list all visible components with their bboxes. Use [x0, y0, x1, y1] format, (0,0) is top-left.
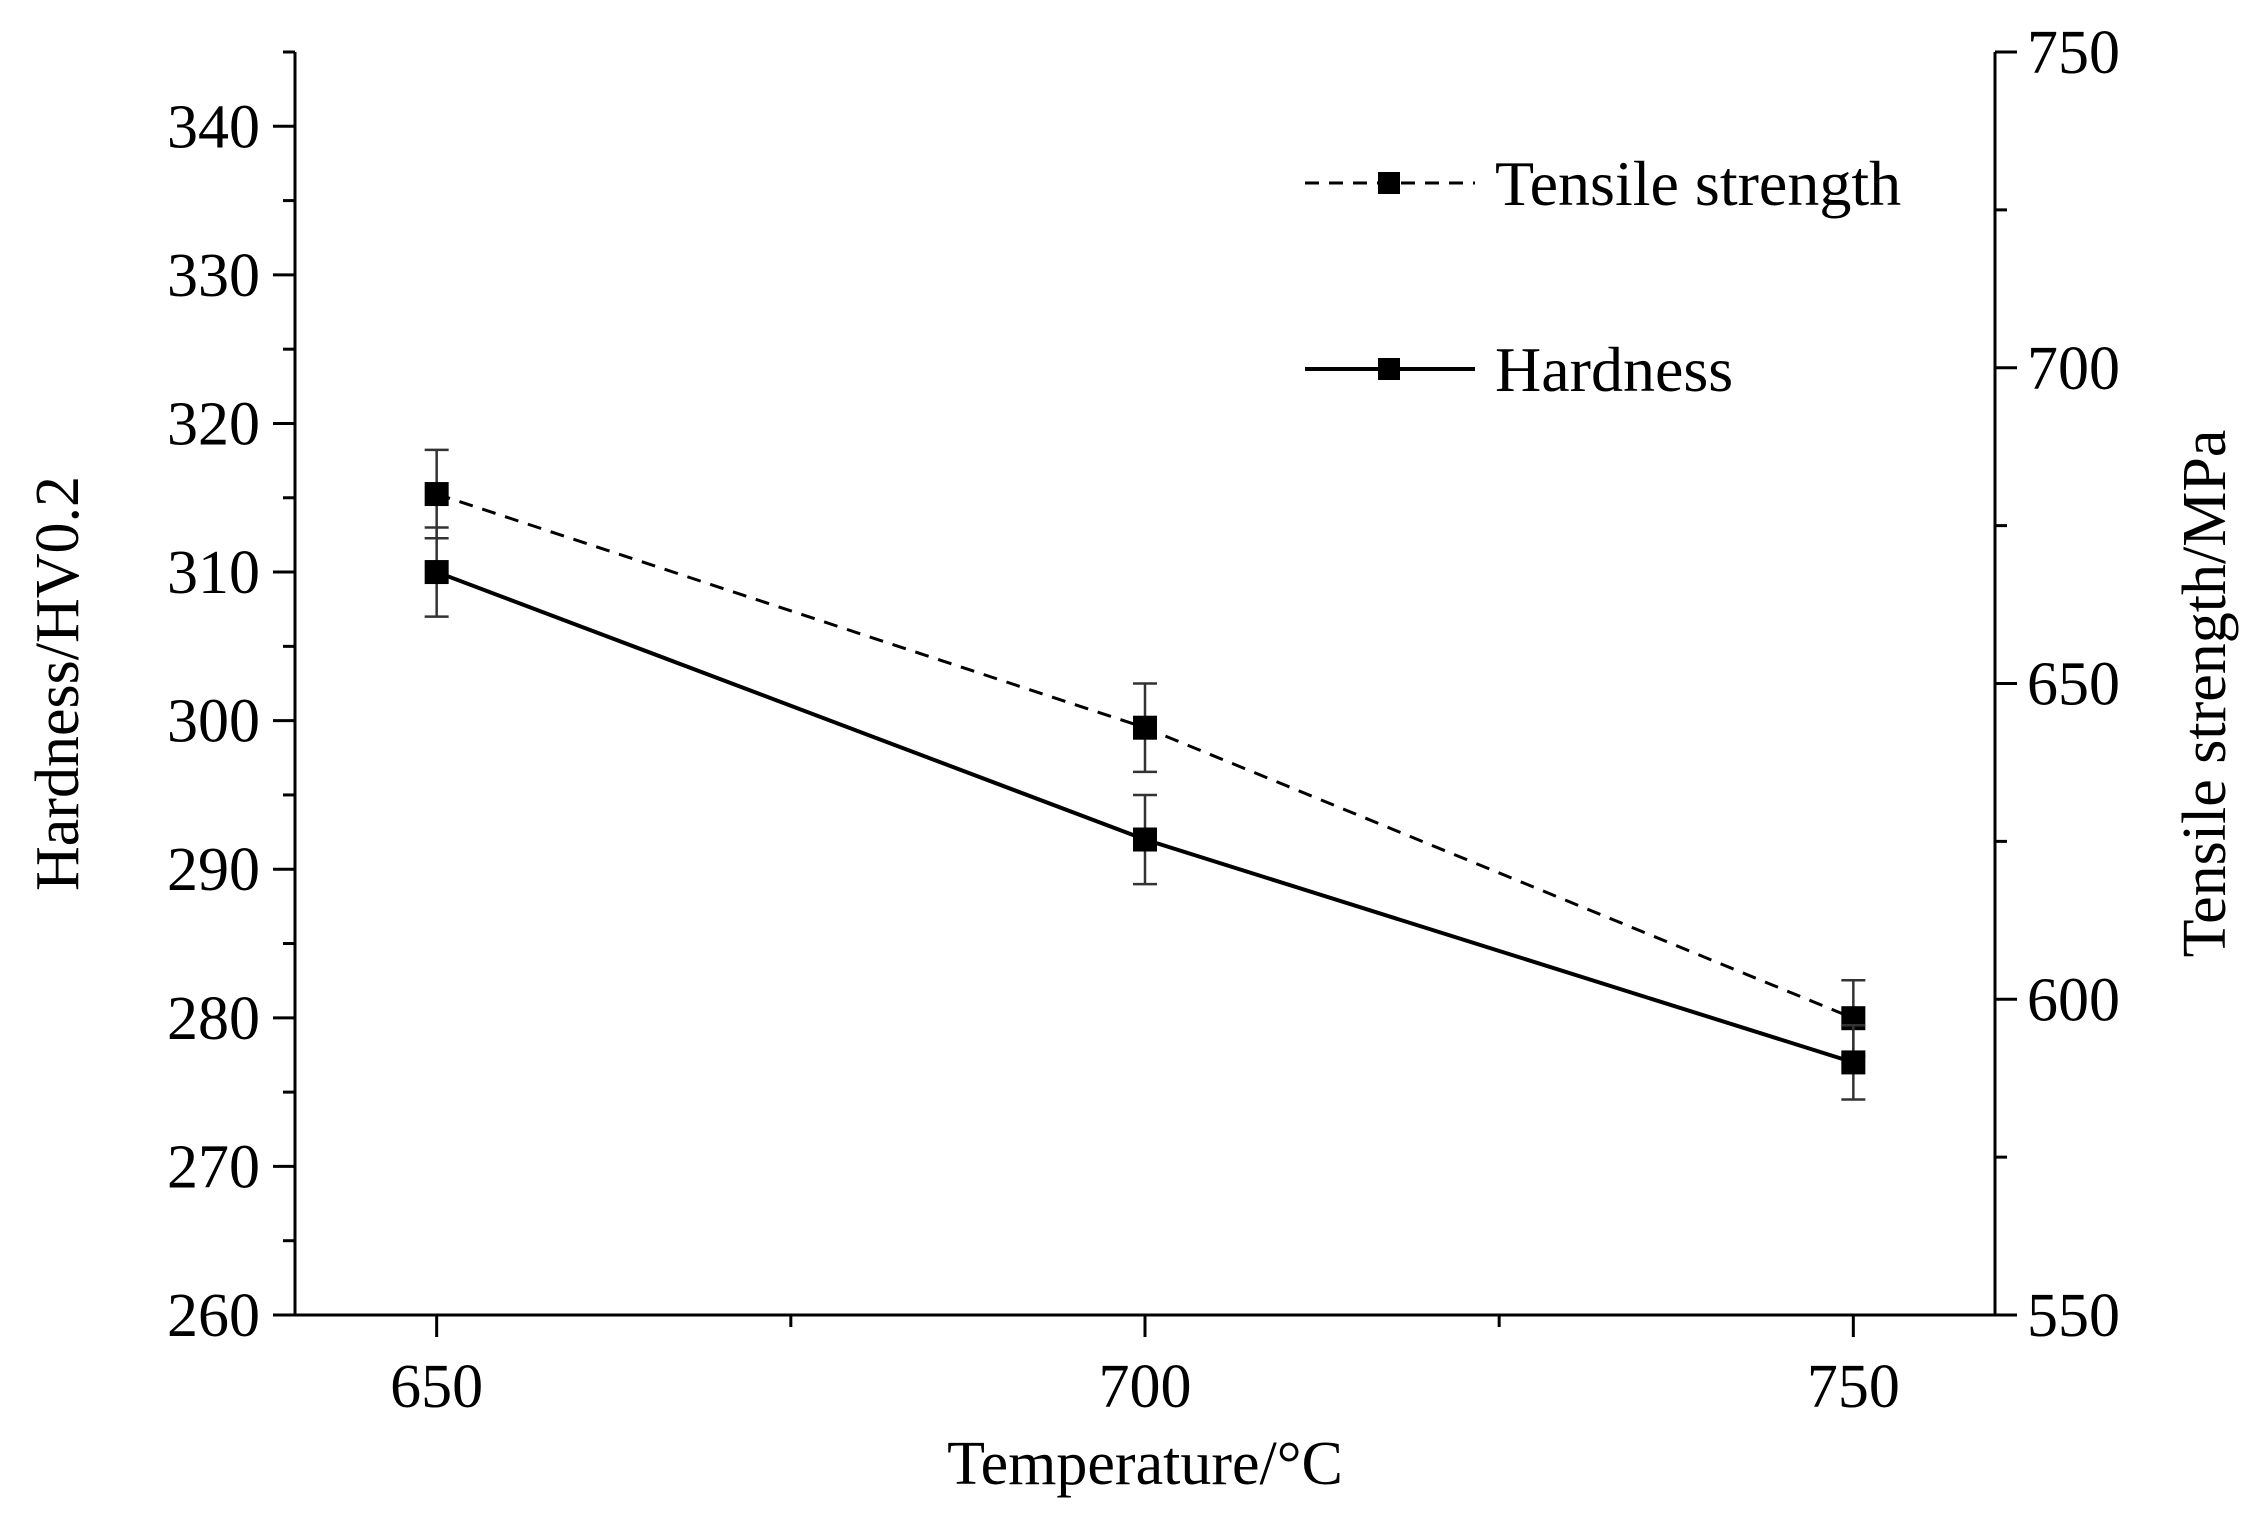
x-tick-label: 750 — [1807, 1353, 1900, 1421]
y-right-tick-label: 700 — [2027, 335, 2120, 403]
series — [424, 448, 1866, 1101]
y-left-tick-label: 260 — [167, 1282, 260, 1350]
data-point-marker — [424, 482, 449, 507]
y-axis-right-title: Tensile strength/MPa — [2171, 430, 2239, 958]
y-right-tick-label: 600 — [2027, 966, 2120, 1034]
legend-label: Tensile strength — [1495, 148, 1901, 219]
y-right-tick-label: 650 — [2027, 651, 2120, 719]
ticks: 260 270 280 290 300 310 320 330 340 550 600 650 700 7… — [167, 19, 2120, 1421]
legend-item: Hardness — [1305, 334, 1733, 405]
y-left-tick-label: 300 — [167, 688, 260, 756]
legend: Tensile strength Hardness — [1305, 148, 1901, 405]
x-tick-label: 650 — [390, 1353, 483, 1421]
y-left-tick-label: 290 — [167, 836, 260, 904]
y-left-tick-label: 280 — [167, 985, 260, 1053]
y-left-tick-label: 340 — [167, 93, 260, 161]
legend-item: Tensile strength — [1305, 148, 1901, 219]
legend-marker — [1378, 172, 1400, 194]
legend-label: Hardness — [1495, 334, 1733, 405]
data-point-marker — [1133, 715, 1157, 740]
y-left-tick-label: 310 — [167, 539, 260, 607]
data-point-marker — [424, 560, 449, 585]
y-left-tick-label: 330 — [167, 242, 260, 310]
data-point-marker — [1841, 1050, 1866, 1075]
data-point-marker — [1133, 827, 1157, 852]
legend-marker — [1378, 358, 1400, 380]
y-left-tick-label: 270 — [167, 1133, 260, 1201]
axis-titles: Temperature/°C Hardness/HV0.2 Tensile stre… — [24, 430, 2239, 1498]
y-axis-left-title: Hardness/HV0.2 — [24, 476, 92, 891]
x-axis-title: Temperature/°C — [947, 1430, 1343, 1498]
y-left-tick-label: 320 — [167, 390, 260, 458]
y-right-tick-label: 550 — [2027, 1282, 2120, 1350]
y-right-tick-label: 750 — [2027, 19, 2120, 87]
x-tick-label: 700 — [1099, 1353, 1192, 1421]
